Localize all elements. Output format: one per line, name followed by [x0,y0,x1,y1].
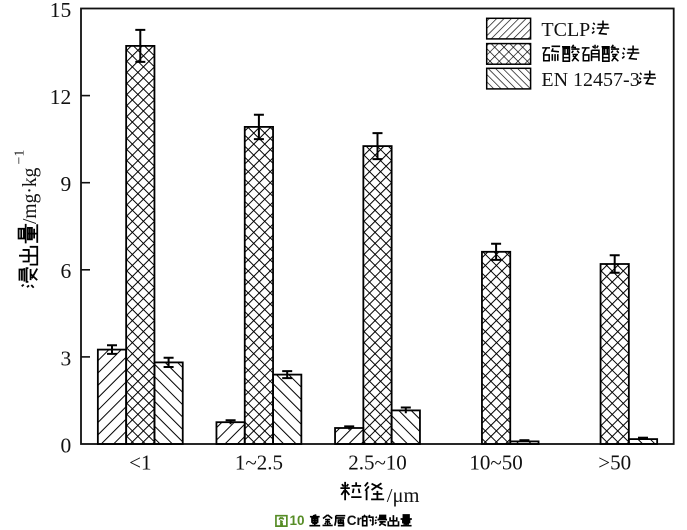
svg-text:Cr: Cr [347,513,363,528]
svg-text:3: 3 [61,346,72,370]
svg-text:TCLP: TCLP [541,19,590,41]
svg-text:10~50: 10~50 [469,451,522,475]
svg-text:15: 15 [50,0,72,22]
svg-text:6: 6 [61,259,72,283]
svg-text:12: 12 [50,85,72,109]
svg-text:<1: <1 [129,451,151,475]
svg-text:EN 12457-3: EN 12457-3 [541,69,639,91]
svg-text:10: 10 [290,513,305,528]
svg-text:9: 9 [61,172,72,196]
svg-text:0: 0 [61,433,72,457]
svg-text:/μm: /μm [387,485,420,507]
svg-text:1~2.5: 1~2.5 [235,451,283,475]
svg-text:−1: −1 [12,150,27,165]
svg-text:2.5~10: 2.5~10 [348,451,407,475]
svg-text:>50: >50 [598,451,631,475]
svg-text:/mg·kg: /mg·kg [20,167,41,224]
